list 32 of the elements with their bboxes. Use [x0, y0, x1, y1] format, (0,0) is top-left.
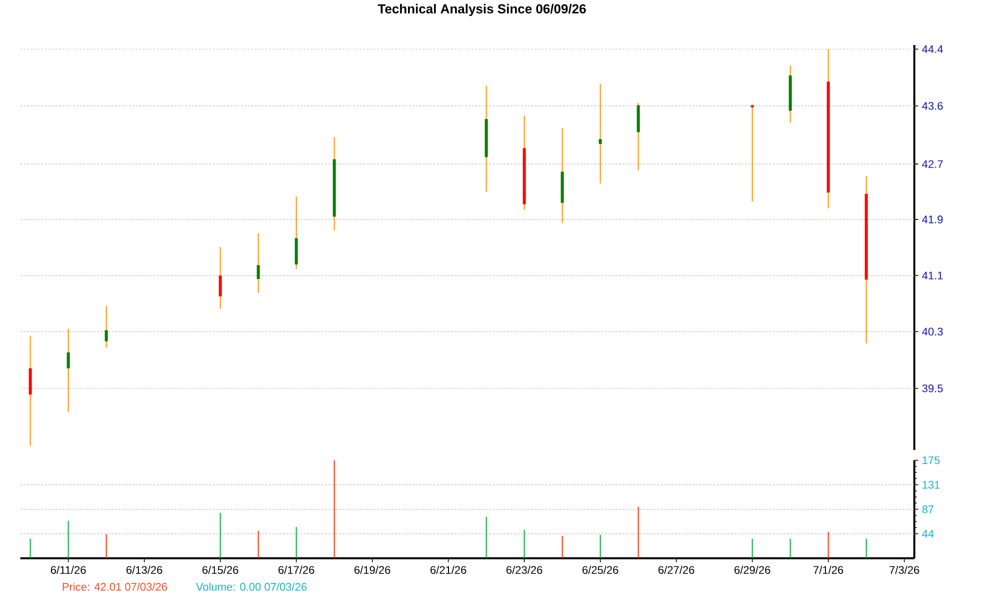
x-tick-label: 6/19/26: [354, 566, 390, 574]
x-tick-label: 7/3/26: [890, 566, 920, 574]
x-tick-label: 6/25/26: [582, 566, 618, 574]
candlestick: [256, 232, 260, 294]
x-tick-label: 7/1/26: [814, 566, 844, 574]
x-tick-label: 6/15/26: [202, 566, 238, 574]
y-tick-label: 40.3: [922, 328, 943, 336]
candlestick: [66, 328, 70, 412]
chart-title: Technical Analysis Since 06/09/26: [378, 4, 586, 16]
candlestick: [218, 246, 222, 310]
y-tick-label: 43.6: [922, 102, 943, 110]
x-tick-label: 6/23/26: [506, 566, 542, 574]
text: Volume: 0.00 07/03/26: [196, 582, 307, 591]
y-tick-label: 44.4: [922, 45, 943, 53]
y-tick-label: 39.5: [922, 384, 943, 392]
y-tick-label: 41.9: [922, 216, 943, 224]
x-tick-label: 6/13/26: [126, 566, 162, 574]
y-tick-label: 44: [922, 530, 934, 538]
x-tick-label: 6/27/26: [658, 566, 694, 574]
x-tick-label: 6/29/26: [734, 566, 770, 574]
text: Price: 42.01 07/03/26: [62, 582, 168, 591]
candlestick: [598, 83, 602, 184]
y-tick-label: 87: [922, 505, 934, 514]
y-tick-label: 131: [922, 480, 940, 489]
candlestick: [750, 104, 754, 202]
x-tick-label: 6/11/26: [50, 566, 86, 574]
x-tick-label: 6/21/26: [430, 566, 466, 574]
y-tick-label: 175: [922, 456, 940, 464]
x-tick-label: 6/17/26: [278, 566, 314, 574]
y-tick-label: 42.7: [922, 160, 943, 168]
candlestick: [104, 305, 108, 348]
y-tick-label: 41.1: [922, 272, 943, 280]
